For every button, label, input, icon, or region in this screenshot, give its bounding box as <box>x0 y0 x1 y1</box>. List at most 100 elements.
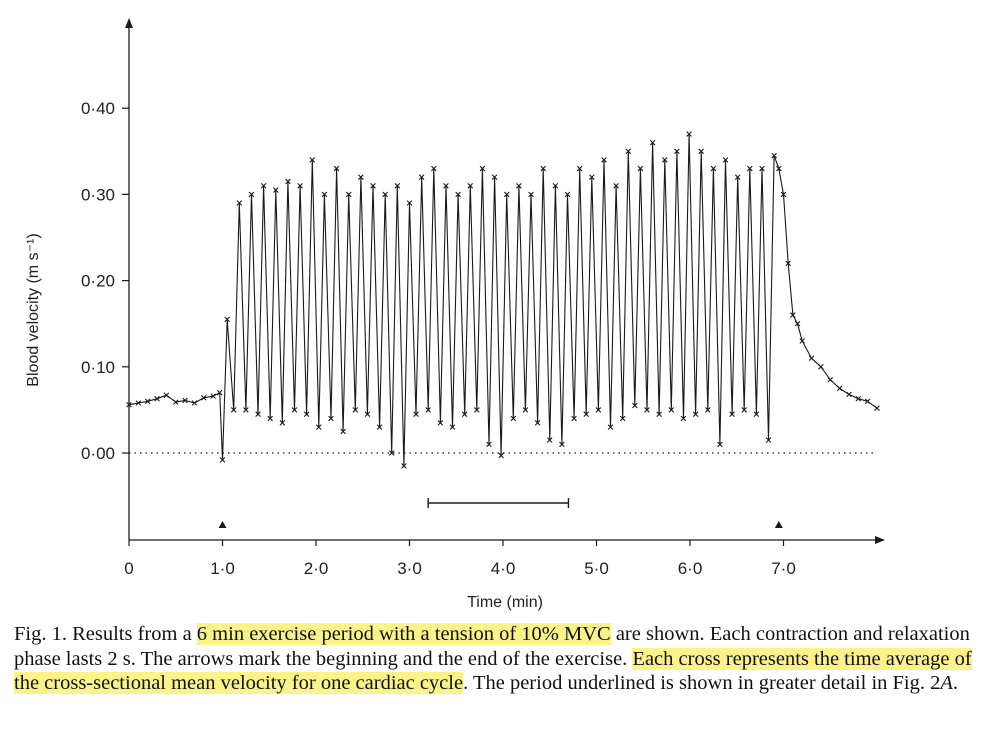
data-point-cross <box>376 424 383 430</box>
exercise-start-arrow-icon <box>218 521 227 528</box>
data-crosses <box>126 131 880 469</box>
data-point-cross <box>243 407 249 413</box>
axes: 0·00 0·10 0·20 0·30 0·40 0 1·0 2·0 3·0 4·0 5·0 6·0 7… <box>81 18 885 578</box>
caption-text-3: . The period underlined is shown in grea… <box>463 672 941 695</box>
data-point-cross <box>182 397 188 404</box>
x-tick-label: 7·0 <box>771 559 796 578</box>
x-tick-label: 4·0 <box>491 559 516 578</box>
data-point-cross <box>328 415 334 422</box>
data-point-cross <box>576 165 583 172</box>
y-tick-label: 0·10 <box>81 358 115 377</box>
data-point-cross <box>291 407 298 413</box>
data-point-cross <box>498 452 504 459</box>
x-axis-arrowhead <box>875 536 885 544</box>
data-point-cross <box>827 376 834 383</box>
data-point-cross <box>413 411 419 417</box>
velocity-chart: 0·00 0·10 0·20 0·30 0·40 0 1·0 2·0 3·0 4·0 5·0 6·0 7… <box>25 18 885 611</box>
figure-caption: Fig. 1. Results from a 6 min exercise pe… <box>14 622 986 696</box>
y-tick-label: 0·40 <box>81 99 115 118</box>
data-point-cross <box>297 182 303 189</box>
data-point-cross <box>431 165 437 172</box>
data-point-cross <box>216 389 223 396</box>
data-point-cross <box>309 157 316 163</box>
data-point-cross <box>126 401 132 408</box>
y-tick-label: 0·00 <box>81 444 115 463</box>
data-point-cross <box>491 174 498 180</box>
data-point-cross <box>790 312 796 318</box>
data-point-cross <box>172 399 179 405</box>
y-tick-label: 0·30 <box>81 185 115 204</box>
y-axis-title: Blood velocity (m s⁻¹) <box>25 233 42 386</box>
data-point-cross <box>230 407 237 413</box>
data-point-cross <box>224 316 230 323</box>
data-point-cross <box>135 400 142 406</box>
data-point-cross <box>510 415 517 422</box>
data-point-cross <box>467 182 474 189</box>
data-point-cross <box>734 174 741 180</box>
data-point-cross <box>686 131 692 137</box>
data-point-cross <box>163 392 170 399</box>
data-point-cross <box>449 424 456 430</box>
data-point-cross <box>279 420 286 426</box>
data-point-cross <box>455 191 461 198</box>
caption-text-2: are shown. Each contraction and relaxati… <box>14 623 970 670</box>
data-point-cross <box>303 411 310 417</box>
data-point-cross <box>753 411 760 417</box>
data-point-cross <box>191 400 198 406</box>
x-tick-label: 0 <box>124 559 133 578</box>
data-point-cross <box>710 165 717 172</box>
x-axis-title: Time (min) <box>467 594 543 611</box>
data-point-cross <box>625 148 632 155</box>
data-point-cross <box>674 148 680 155</box>
data-point-cross <box>437 420 444 426</box>
data-point-cross <box>595 407 602 413</box>
data-point-cross <box>154 395 160 402</box>
data-point-cross <box>443 182 449 189</box>
data-point-cross <box>559 441 565 448</box>
data-point-cross <box>649 139 656 146</box>
data-point-cross <box>808 355 815 361</box>
data-point-cross <box>461 411 468 417</box>
data-point-cross <box>219 457 226 463</box>
data-point-cross <box>316 424 322 430</box>
caption-text-4: . <box>952 672 959 695</box>
x-tick-label: 6·0 <box>678 559 703 578</box>
data-point-cross <box>765 437 772 443</box>
data-point-cross <box>668 407 675 413</box>
data-point-cross <box>799 338 805 344</box>
data-point-cross <box>516 182 522 189</box>
data-point-cross <box>741 407 748 413</box>
x-tick-label: 1·0 <box>210 559 235 578</box>
y-axis-arrowhead <box>125 18 133 28</box>
data-point-cross <box>729 411 735 417</box>
data-point-cross <box>759 165 765 172</box>
data-point-cross <box>358 174 364 180</box>
data-point-cross <box>267 415 273 422</box>
data-point-cross <box>571 415 577 422</box>
data-point-cross <box>255 411 261 417</box>
data-point-cross <box>794 320 801 327</box>
data-point-cross <box>333 165 340 172</box>
x-tick-label: 3·0 <box>397 559 422 578</box>
data-point-cross <box>704 407 711 413</box>
data-point-cross <box>874 405 880 411</box>
data-point-cross <box>236 200 243 206</box>
data-point-cross <box>210 393 216 399</box>
data-point-cross <box>144 398 151 405</box>
data-point-cross <box>552 182 559 189</box>
velocity-series <box>128 133 878 467</box>
data-point-cross <box>248 191 255 198</box>
data-point-cross <box>534 420 541 426</box>
data-point-cross <box>418 174 425 180</box>
data-point-cross <box>656 411 662 417</box>
data-point-cross <box>613 182 619 189</box>
data-point-cross <box>692 411 699 417</box>
data-point-cross <box>546 437 553 443</box>
y-tick-label: 0·20 <box>81 272 115 291</box>
data-point-cross <box>818 364 824 370</box>
data-point-cross <box>352 407 359 413</box>
data-point-cross <box>644 407 650 413</box>
data-point-cross <box>401 463 407 469</box>
data-point-cross <box>479 165 486 172</box>
data-point-cross <box>370 182 376 189</box>
